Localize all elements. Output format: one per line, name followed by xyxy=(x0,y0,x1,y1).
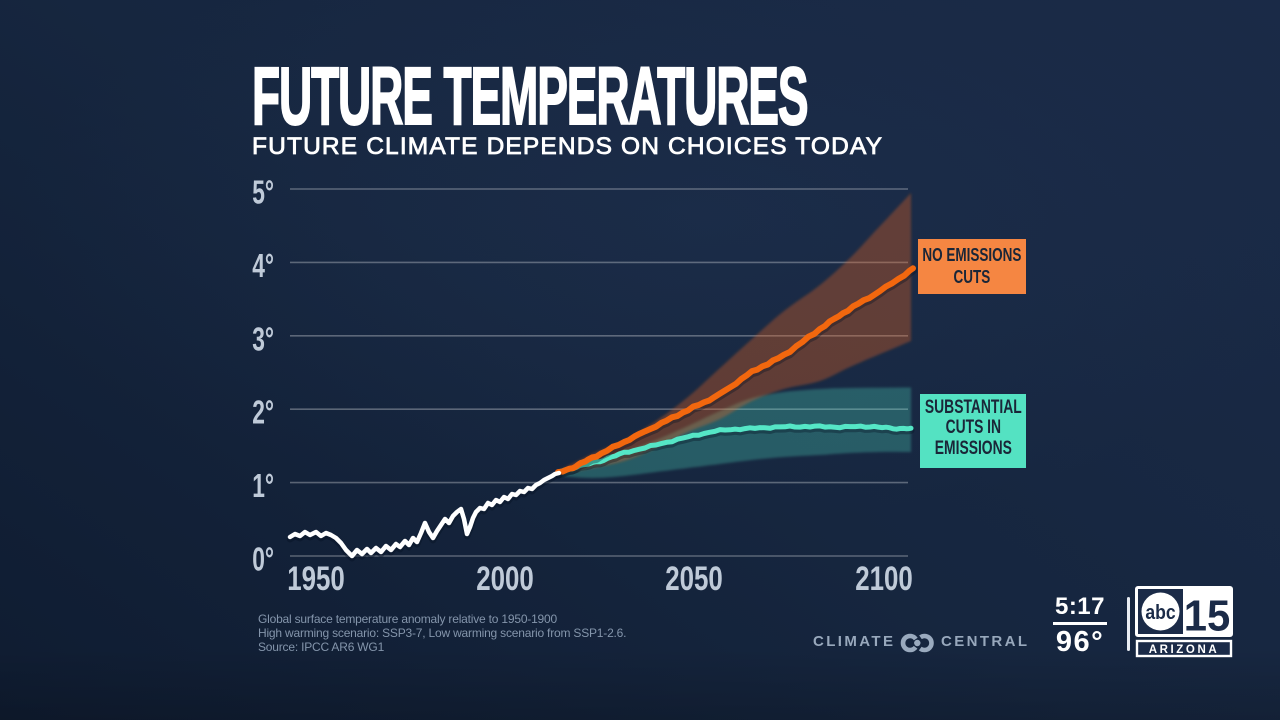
svg-text:0°: 0° xyxy=(252,541,274,578)
svg-text:1950: 1950 xyxy=(287,559,345,597)
svg-text:abc: abc xyxy=(1145,601,1175,623)
svg-text:1°: 1° xyxy=(252,468,274,505)
svg-text:15: 15 xyxy=(1184,592,1230,641)
svg-text:2°: 2° xyxy=(252,394,274,431)
svg-text:4°: 4° xyxy=(252,248,274,285)
svg-text:ARIZONA: ARIZONA xyxy=(1149,644,1220,656)
svg-text:3°: 3° xyxy=(252,321,274,358)
svg-text:2100: 2100 xyxy=(855,559,913,597)
svg-text:5°: 5° xyxy=(252,174,274,211)
svg-text:2050: 2050 xyxy=(665,559,723,597)
svg-text:2000: 2000 xyxy=(476,559,534,597)
